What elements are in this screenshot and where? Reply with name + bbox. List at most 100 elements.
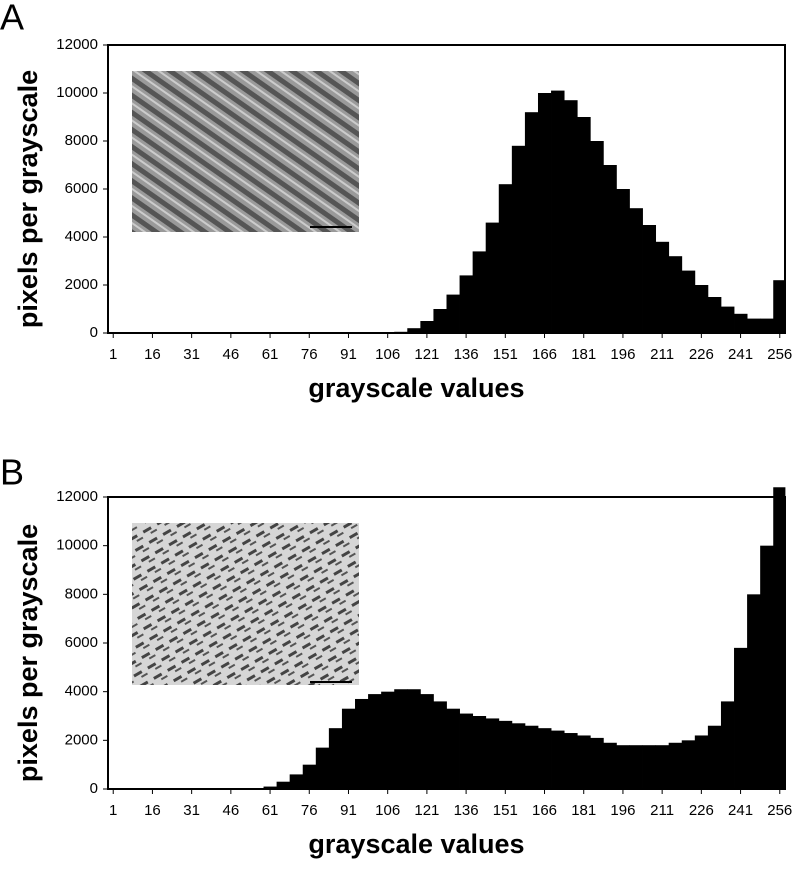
bar <box>668 256 683 333</box>
x-tick-label: 121 <box>414 802 439 819</box>
x-tick-label: 256 <box>767 346 792 363</box>
bar <box>773 487 786 789</box>
bar <box>537 93 552 333</box>
x-axis-label: grayscale values <box>308 373 524 403</box>
y-tick-label: 10000 <box>56 537 98 554</box>
x-tick-label: 106 <box>375 346 400 363</box>
x-tick-label: 241 <box>728 346 753 363</box>
bar <box>707 297 722 333</box>
bar <box>537 728 552 789</box>
x-tick-label: 226 <box>689 802 714 819</box>
y-tick-label: 8000 <box>65 585 98 602</box>
x-tick-label: 106 <box>375 802 400 819</box>
x-tick-label: 151 <box>493 346 518 363</box>
y-tick-label: 6000 <box>65 634 98 651</box>
bar <box>263 786 277 789</box>
x-tick-label: 211 <box>650 346 674 363</box>
x-tick-label: 91 <box>340 346 357 363</box>
bar <box>616 745 630 789</box>
bar <box>472 716 487 789</box>
bar <box>315 747 330 789</box>
bar <box>524 112 539 333</box>
bar <box>655 241 670 333</box>
x-tick-label: 181 <box>571 346 596 363</box>
bar <box>642 745 657 789</box>
bar <box>498 184 513 333</box>
bar <box>694 735 709 789</box>
y-tick-label: 6000 <box>65 180 98 197</box>
y-tick-label: 8000 <box>65 132 98 149</box>
bar <box>433 309 447 333</box>
bar <box>355 698 369 789</box>
x-tick-label: 16 <box>144 346 161 363</box>
panel-label: B <box>0 452 24 493</box>
panel-label: A <box>0 0 24 38</box>
bar <box>720 701 735 789</box>
bar <box>551 730 565 789</box>
x-tick-label: 196 <box>610 346 635 363</box>
y-tick-label: 0 <box>90 780 98 797</box>
x-tick-label: 76 <box>301 346 318 363</box>
bar <box>420 321 434 333</box>
x-tick-label: 1 <box>109 802 117 819</box>
x-tick-label: 46 <box>223 346 240 363</box>
bar <box>642 225 657 333</box>
bar <box>289 774 304 789</box>
bar <box>524 725 539 789</box>
bar <box>420 694 434 789</box>
bar <box>328 728 343 789</box>
x-tick-label: 196 <box>610 802 635 819</box>
x-tick-label: 136 <box>454 802 479 819</box>
x-tick-label: 91 <box>340 802 357 819</box>
bar <box>407 689 421 789</box>
bar <box>747 594 761 789</box>
bar <box>407 328 421 333</box>
bar <box>590 141 604 333</box>
bar <box>564 733 578 789</box>
bar <box>760 318 774 333</box>
x-tick-label: 136 <box>454 346 479 363</box>
bar <box>459 275 474 333</box>
x-tick-label: 181 <box>571 802 596 819</box>
bar <box>747 318 761 333</box>
bar <box>577 735 591 789</box>
bar <box>681 270 696 333</box>
y-axis-label: pixels per grayscale <box>13 70 43 328</box>
x-tick-label: 1 <box>109 346 117 363</box>
bar <box>511 145 526 333</box>
y-tick-label: 12000 <box>56 488 98 505</box>
x-tick-label: 61 <box>262 346 279 363</box>
y-tick-label: 2000 <box>65 276 98 293</box>
x-tick-label: 166 <box>532 802 557 819</box>
bar <box>734 313 748 333</box>
y-tick-label: 0 <box>90 324 98 341</box>
x-tick-label: 31 <box>183 346 200 363</box>
x-tick-label: 166 <box>532 346 557 363</box>
bar <box>655 745 670 789</box>
bar <box>616 189 630 333</box>
inset-a <box>132 71 359 232</box>
x-axis-label: grayscale values <box>308 829 524 859</box>
bar <box>603 742 617 789</box>
bar <box>564 100 578 333</box>
bar <box>707 725 722 789</box>
x-tick-label: 61 <box>262 802 279 819</box>
y-tick-label: 2000 <box>65 731 98 748</box>
bar <box>734 647 748 789</box>
bar <box>446 708 460 789</box>
bar <box>368 694 382 789</box>
bar <box>433 701 447 789</box>
bar <box>668 742 683 789</box>
bar <box>577 117 591 333</box>
bar <box>590 737 604 789</box>
x-tick-label: 211 <box>650 802 674 819</box>
x-tick-label: 46 <box>223 802 240 819</box>
bar <box>773 280 786 333</box>
x-tick-label: 121 <box>414 346 439 363</box>
bar <box>381 691 395 789</box>
bar <box>498 720 513 789</box>
bar <box>485 222 500 333</box>
x-tick-label: 16 <box>144 802 161 819</box>
bar <box>276 781 291 789</box>
